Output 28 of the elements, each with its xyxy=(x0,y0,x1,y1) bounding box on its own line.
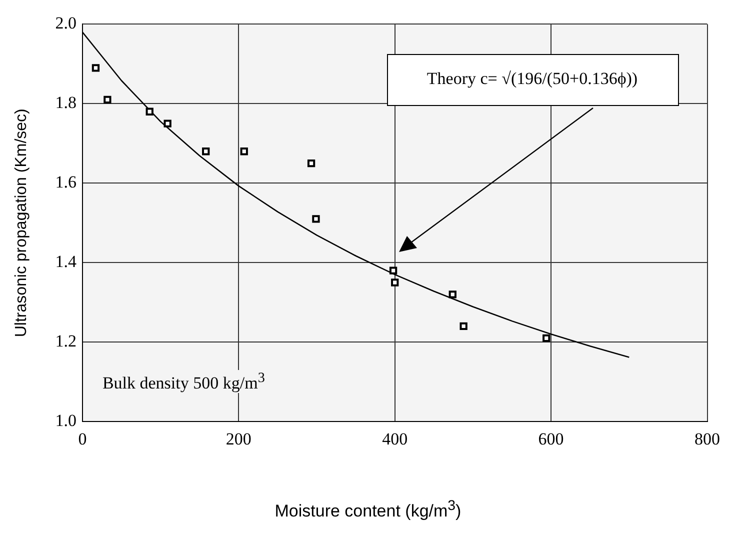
annotation: Theory c= √(196/(50+0.136ϕ)) xyxy=(426,69,639,90)
point xyxy=(240,148,248,156)
x-tick-label: 600 xyxy=(538,429,564,448)
x-axis-title: Moisture content (kg/m$^{3}$) xyxy=(274,498,462,522)
point xyxy=(104,96,112,104)
point xyxy=(307,159,316,168)
y-tick-label: 1.2 xyxy=(55,332,76,351)
x-tick-label: 800 xyxy=(694,429,720,448)
point xyxy=(92,64,100,72)
x-tick-label: 400 xyxy=(382,429,408,448)
y-axis-title: Ultrasonic propagation (Km/sec) xyxy=(13,108,30,338)
x-tick-label: 0 xyxy=(78,429,87,448)
annotation: Bulk density 500 kg/m$^{3}$ xyxy=(102,370,265,394)
point xyxy=(542,334,550,342)
y-tick-label: 2.0 xyxy=(55,14,76,33)
y-tick-label: 1.6 xyxy=(55,172,76,192)
y-tick-label: 1.0 xyxy=(55,411,76,430)
point xyxy=(391,278,399,286)
y-tick-label: 1.8 xyxy=(55,93,76,112)
point xyxy=(202,148,210,156)
point xyxy=(460,322,468,330)
point xyxy=(146,108,154,116)
point xyxy=(389,266,398,274)
point xyxy=(448,290,456,298)
x-tick-label: 200 xyxy=(226,429,252,448)
point xyxy=(312,215,320,223)
y-tick-label: 1.4 xyxy=(55,252,77,272)
point xyxy=(164,120,172,128)
